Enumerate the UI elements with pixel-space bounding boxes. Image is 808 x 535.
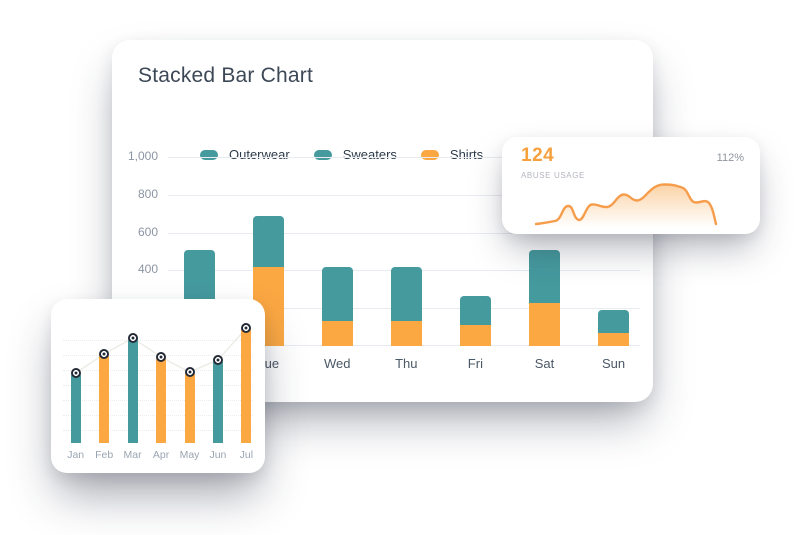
month-label-mar: Mar bbox=[123, 449, 142, 461]
mini-bar-feb bbox=[99, 354, 110, 443]
abuse-usage-card: 124 112% ABUSE USAGE bbox=[502, 137, 760, 234]
sparkline-area-chart bbox=[534, 183, 718, 227]
month-label-jul: Jul bbox=[239, 449, 254, 461]
bar-marker-dot bbox=[212, 355, 223, 365]
legend-label: Sweaters bbox=[342, 147, 397, 162]
bar-marker-dot bbox=[156, 352, 167, 362]
card-title: Stacked Bar Chart bbox=[138, 64, 313, 87]
bar-segment-teal bbox=[390, 266, 422, 322]
bar-sat bbox=[529, 249, 560, 346]
mini-bar-jul bbox=[241, 328, 252, 443]
bar-segment-orange bbox=[529, 303, 560, 346]
x-axis-label-sat: Sat bbox=[534, 356, 555, 371]
bar-wed bbox=[321, 266, 353, 346]
x-axis-label-wed: Wed bbox=[323, 356, 351, 371]
bar-marker-dot bbox=[70, 368, 81, 378]
month-label-apr: Apr bbox=[152, 449, 170, 461]
mini-gridline bbox=[63, 340, 253, 341]
mini-bar-jan bbox=[70, 373, 81, 443]
sparkline-line bbox=[534, 183, 718, 226]
bar-sun bbox=[598, 310, 630, 346]
legend-item-shirts[interactable]: Shirts bbox=[420, 147, 484, 162]
gridline-800 bbox=[168, 194, 640, 196]
mini-bar-mar bbox=[127, 338, 138, 443]
legend-item-sweaters[interactable]: Sweaters bbox=[313, 147, 397, 162]
stat-percent: 112% bbox=[716, 152, 744, 164]
bar-segment-teal bbox=[252, 215, 284, 267]
bar-segment-orange bbox=[598, 332, 630, 346]
mini-bar-may bbox=[184, 372, 195, 443]
bar-segment-teal bbox=[598, 310, 630, 333]
bar-segment-teal bbox=[529, 249, 560, 304]
month-label-may: May bbox=[179, 449, 200, 461]
sparkline-fill bbox=[536, 184, 716, 227]
bar-segment-teal bbox=[459, 295, 491, 326]
bar-marker-dot bbox=[99, 349, 110, 359]
x-axis-label-sun: Sun bbox=[602, 356, 626, 371]
bar-marker-dot bbox=[184, 367, 195, 377]
bar-thu bbox=[390, 266, 422, 346]
legend-label: Outerwear bbox=[229, 147, 290, 162]
month-label-feb: Feb bbox=[95, 449, 114, 461]
legend-label: Shirts bbox=[449, 147, 484, 162]
gridline-600 bbox=[168, 232, 640, 234]
legend-swatch bbox=[200, 149, 218, 160]
bar-marker-dot bbox=[127, 333, 138, 343]
bar-segment-teal bbox=[321, 266, 353, 322]
month-label-jan: Jan bbox=[67, 449, 85, 461]
bar-marker-dot bbox=[241, 323, 252, 333]
y-axis-label: 400 bbox=[137, 262, 158, 277]
y-axis-label: 1,000 bbox=[127, 149, 158, 163]
legend-swatch bbox=[420, 149, 439, 160]
bar-segment-orange bbox=[321, 321, 353, 346]
stat-value: 124 bbox=[521, 145, 555, 166]
mini-bar-jun bbox=[212, 360, 223, 443]
x-axis-label-thu: Thu bbox=[395, 356, 418, 371]
bar-segment-orange bbox=[459, 325, 491, 346]
monthly-mini-chart-card: Jan Feb Mar Apr May Jun Jul bbox=[51, 299, 265, 473]
month-label-jun: Jun bbox=[209, 449, 227, 461]
y-axis-label: 800 bbox=[137, 186, 158, 201]
mini-bar-apr bbox=[156, 357, 167, 443]
x-axis-label-fri: Fri bbox=[467, 356, 483, 371]
legend-swatch bbox=[313, 149, 332, 160]
legend-item-outerwear[interactable]: Outerwear bbox=[200, 147, 290, 162]
y-axis-label: 600 bbox=[137, 224, 158, 239]
stat-label: ABUSE USAGE bbox=[521, 171, 585, 180]
gridline-1000 bbox=[168, 157, 640, 158]
bar-fri bbox=[459, 295, 491, 346]
bar-segment-orange bbox=[390, 321, 422, 346]
